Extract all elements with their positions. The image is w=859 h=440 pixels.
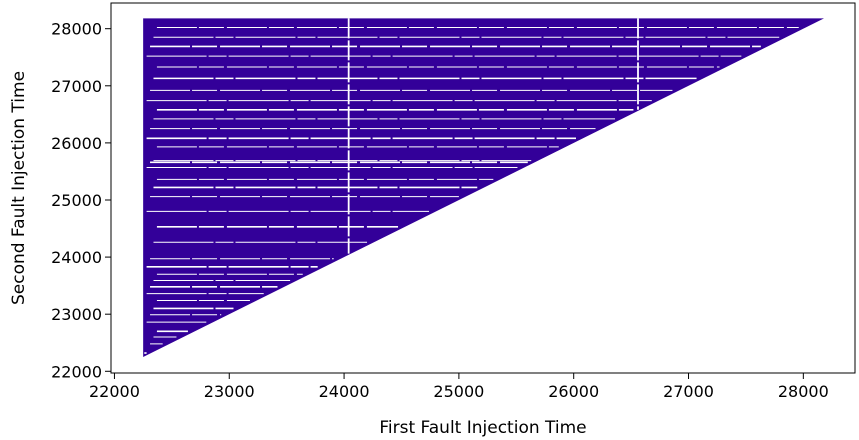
x-tick-label: 26000 — [548, 382, 599, 401]
x-tick-label: 24000 — [319, 382, 370, 401]
y-tick-label: 28000 — [51, 20, 102, 39]
x-axis-title: First Fault Injection Time — [379, 418, 586, 438]
y-tick-label: 23000 — [51, 305, 102, 324]
x-tick-label: 25000 — [433, 382, 484, 401]
y-tick-label: 22000 — [51, 362, 102, 381]
x-axis: 22000 23000 24000 25000 26000 27000 28000 — [89, 373, 829, 401]
y-tick-label: 24000 — [51, 248, 102, 267]
data-point-cloud — [143, 18, 825, 358]
y-axis: 22000 23000 24000 25000 26000 27000 28000 — [51, 20, 111, 381]
y-tick-label: 27000 — [51, 77, 102, 96]
x-tick-label: 27000 — [663, 382, 714, 401]
x-tick-label: 28000 — [778, 382, 829, 401]
x-tick-label: 23000 — [204, 382, 255, 401]
y-tick-label: 26000 — [51, 134, 102, 153]
x-tick-label: 22000 — [89, 382, 140, 401]
plot-area — [143, 18, 825, 358]
plot-frame — [110, 2, 856, 374]
y-axis-title: Second Fault Injection Time — [9, 71, 29, 305]
y-tick-label: 25000 — [51, 191, 102, 210]
